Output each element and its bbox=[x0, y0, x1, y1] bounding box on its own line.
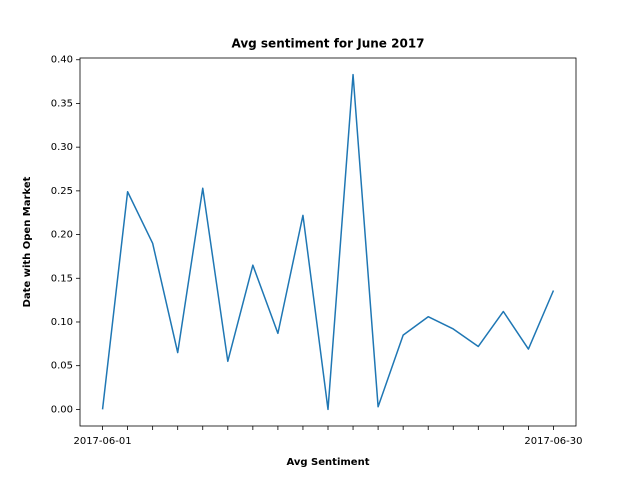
y-tick-label: 0.25 bbox=[51, 186, 73, 197]
x-tick-label: 2017-06-01 bbox=[73, 436, 131, 447]
line-series bbox=[101, 73, 555, 411]
x-tick-label: 2017-06-30 bbox=[524, 436, 582, 447]
plot-frame bbox=[79, 57, 577, 427]
y-tick-label: 0.15 bbox=[51, 273, 73, 284]
y-tick-label: 0.30 bbox=[51, 142, 73, 153]
x-axis-label: Avg Sentiment bbox=[287, 457, 370, 468]
y-tick-label: 0.20 bbox=[51, 230, 73, 241]
y-tick-label: 0.40 bbox=[51, 55, 73, 66]
y-tick-label: 0.05 bbox=[51, 361, 73, 372]
y-axis-label: Date with Open Market bbox=[22, 176, 33, 307]
y-tick-label: 0.35 bbox=[51, 98, 73, 109]
chart-title: Avg sentiment for June 2017 bbox=[231, 37, 424, 51]
y-tick-label: 0.00 bbox=[51, 404, 73, 415]
y-tick-label: 0.10 bbox=[51, 317, 73, 328]
